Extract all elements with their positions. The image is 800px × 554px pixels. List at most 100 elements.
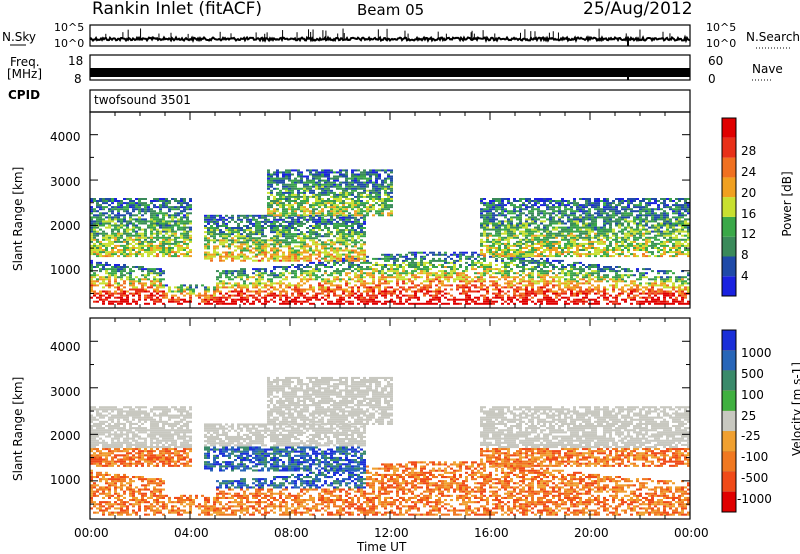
velocity-cell bbox=[204, 425, 207, 428]
power-cell bbox=[141, 234, 144, 237]
velocity-cell bbox=[279, 490, 282, 493]
velocity-cell bbox=[156, 448, 159, 451]
velocity-cell bbox=[93, 429, 96, 432]
velocity-cell bbox=[189, 446, 192, 449]
power-cell bbox=[264, 302, 267, 305]
velocity-cell bbox=[312, 459, 315, 462]
power-cell bbox=[291, 251, 294, 254]
velocity-cell bbox=[210, 427, 213, 430]
power-cell bbox=[240, 241, 243, 244]
power-cell bbox=[180, 244, 183, 247]
power-cell bbox=[126, 232, 129, 235]
power-cell bbox=[255, 284, 258, 287]
power-cell bbox=[249, 276, 252, 279]
velocity-cell bbox=[111, 484, 114, 487]
power-cell bbox=[219, 233, 222, 236]
velocity-cell bbox=[201, 505, 204, 508]
power-cell bbox=[150, 284, 153, 287]
velocity-cell bbox=[309, 397, 312, 400]
velocity-cell bbox=[300, 467, 303, 470]
velocity-cell bbox=[255, 442, 258, 445]
power-cell bbox=[150, 298, 153, 301]
velocity-cell bbox=[309, 423, 312, 426]
velocity-cell bbox=[243, 490, 246, 493]
power-cell bbox=[255, 225, 258, 227]
power-cell bbox=[234, 302, 237, 305]
power-cell bbox=[249, 245, 252, 248]
power-cell bbox=[258, 251, 261, 254]
velocity-cell bbox=[147, 416, 150, 419]
power-cell bbox=[225, 286, 228, 289]
velocity-cell bbox=[186, 416, 189, 419]
velocity-cell bbox=[288, 429, 291, 432]
velocity-cell bbox=[258, 511, 261, 514]
power-cell bbox=[204, 251, 207, 254]
velocity-cell bbox=[150, 420, 153, 423]
velocity-cell bbox=[285, 404, 288, 407]
velocity-cell bbox=[168, 418, 171, 421]
velocity-cell bbox=[213, 448, 216, 451]
power-cell bbox=[288, 296, 291, 299]
power-cell bbox=[285, 296, 288, 299]
power-cell bbox=[264, 245, 267, 248]
power-cell bbox=[144, 218, 147, 221]
power-cell bbox=[141, 218, 144, 221]
velocity-cell bbox=[300, 505, 303, 508]
velocity-cell bbox=[261, 478, 264, 481]
velocity-cell bbox=[99, 441, 102, 444]
power-cell bbox=[183, 255, 186, 258]
velocity-cell bbox=[312, 404, 315, 407]
power-cell bbox=[147, 220, 150, 223]
power-cell bbox=[135, 286, 138, 289]
velocity-cell bbox=[225, 482, 228, 485]
power-cell bbox=[267, 284, 270, 287]
power-cell bbox=[102, 282, 105, 285]
velocity-cell bbox=[306, 484, 309, 487]
velocity-cell bbox=[267, 448, 270, 451]
velocity-cell bbox=[246, 467, 249, 470]
velocity-cell bbox=[294, 438, 297, 441]
power-cell bbox=[132, 208, 135, 211]
velocity-cell bbox=[99, 425, 102, 428]
power-cell bbox=[210, 233, 213, 236]
power-cell bbox=[243, 237, 246, 240]
velocity-cell bbox=[309, 418, 312, 421]
power-cell bbox=[231, 259, 234, 262]
power-cell bbox=[312, 193, 315, 196]
power-cell bbox=[114, 296, 117, 299]
velocity-cell bbox=[138, 503, 141, 506]
power-cell bbox=[264, 216, 267, 219]
velocity-cell bbox=[156, 446, 159, 449]
xtick-3: 12:00 bbox=[374, 526, 409, 540]
power-cell bbox=[264, 255, 267, 258]
velocity-cell bbox=[234, 454, 237, 457]
velocity-cell bbox=[177, 422, 180, 425]
velocity-cell bbox=[108, 416, 111, 419]
power-cell bbox=[183, 224, 186, 227]
velocity-cell bbox=[222, 452, 225, 455]
power-cell bbox=[300, 204, 303, 207]
velocity-cell bbox=[135, 462, 138, 465]
velocity-cell bbox=[93, 492, 96, 495]
velocity-cell bbox=[114, 492, 117, 495]
power-cell bbox=[243, 216, 246, 219]
velocity-cell bbox=[273, 418, 276, 421]
velocity-cell bbox=[318, 478, 321, 481]
velocity-cell bbox=[240, 494, 243, 497]
power-cell bbox=[129, 242, 132, 245]
velocity-cell bbox=[111, 458, 114, 461]
velocity-cell bbox=[285, 422, 288, 425]
power-cell bbox=[180, 202, 183, 205]
power-cell bbox=[126, 249, 129, 251]
velocity-cell bbox=[111, 452, 114, 455]
velocity-cell bbox=[141, 427, 144, 430]
velocity-cell bbox=[162, 439, 165, 442]
velocity-cell bbox=[279, 494, 282, 497]
velocity-cell bbox=[222, 429, 225, 432]
power-cell bbox=[270, 179, 273, 182]
power-cell bbox=[285, 245, 288, 248]
power-cell bbox=[189, 286, 192, 289]
velocity-cell bbox=[132, 494, 135, 497]
velocity-cell bbox=[189, 494, 192, 497]
velocity-cell bbox=[240, 484, 243, 487]
